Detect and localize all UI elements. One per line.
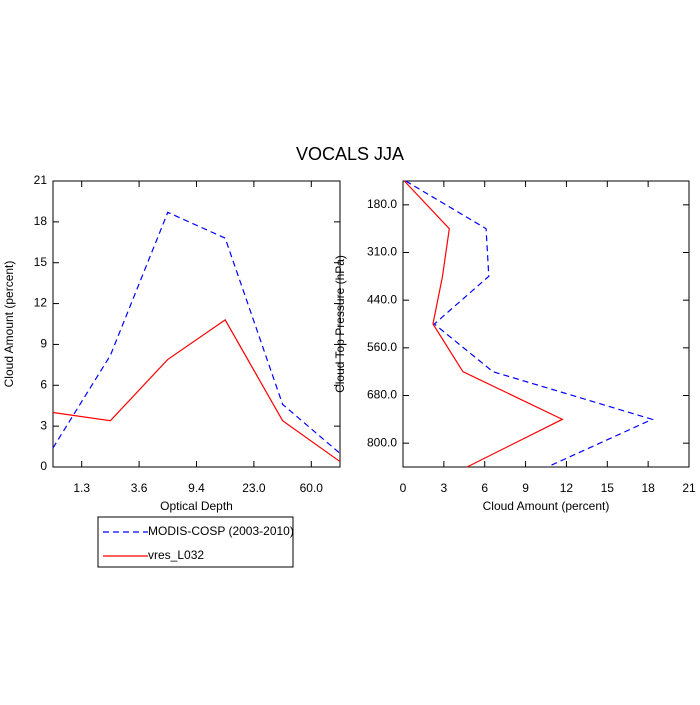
y-tick-label: 21 xyxy=(34,173,48,187)
y-tick-label: 680.0 xyxy=(367,388,397,402)
y-tick-label: 3 xyxy=(40,418,47,432)
chart-title: VOCALS JJA xyxy=(296,144,404,164)
x-tick-label: 18 xyxy=(641,481,655,495)
x-tick-label: 23.0 xyxy=(242,481,266,495)
x-axis-label: Optical Depth xyxy=(160,499,233,513)
y-tick-label: 180.0 xyxy=(367,197,397,211)
y-tick-label: 18 xyxy=(34,214,48,228)
x-tick-label: 60.0 xyxy=(300,481,324,495)
x-tick-label: 6 xyxy=(481,481,488,495)
x-axis-label: Cloud Amount (percent) xyxy=(483,499,610,513)
legend-label: MODIS-COSP (2003-2010) xyxy=(148,524,294,538)
y-tick-label: 800.0 xyxy=(367,435,397,449)
y-tick-label: 6 xyxy=(40,377,47,391)
x-tick-label: 3.6 xyxy=(131,481,148,495)
y-tick-label: 310.0 xyxy=(367,245,397,259)
y-tick-label: 15 xyxy=(34,255,48,269)
plot-frame xyxy=(52,180,341,468)
x-tick-label: 9 xyxy=(522,481,529,495)
x-tick-label: 21 xyxy=(682,481,696,495)
plot-frame xyxy=(402,180,690,468)
y-axis-label: Cloud Top Pressure (hPa) xyxy=(333,255,347,393)
x-tick-label: 15 xyxy=(601,481,615,495)
series-line xyxy=(52,211,341,454)
y-tick-label: 560.0 xyxy=(367,340,397,354)
x-tick-label: 12 xyxy=(560,481,574,495)
legend-label: vres_L032 xyxy=(148,548,204,562)
y-tick-label: 440.0 xyxy=(367,292,397,306)
x-tick-label: 1.3 xyxy=(73,481,90,495)
series-line xyxy=(405,180,654,468)
series-line xyxy=(403,180,564,468)
y-axis-label: Cloud Amount (percent) xyxy=(2,261,16,388)
x-tick-label: 9.4 xyxy=(188,481,205,495)
x-tick-label: 0 xyxy=(400,481,407,495)
y-tick-label: 12 xyxy=(34,296,48,310)
y-tick-label: 0 xyxy=(40,459,47,473)
y-tick-label: 9 xyxy=(40,337,47,351)
series-line xyxy=(52,319,341,463)
x-tick-label: 3 xyxy=(441,481,448,495)
legend-box xyxy=(97,516,294,568)
